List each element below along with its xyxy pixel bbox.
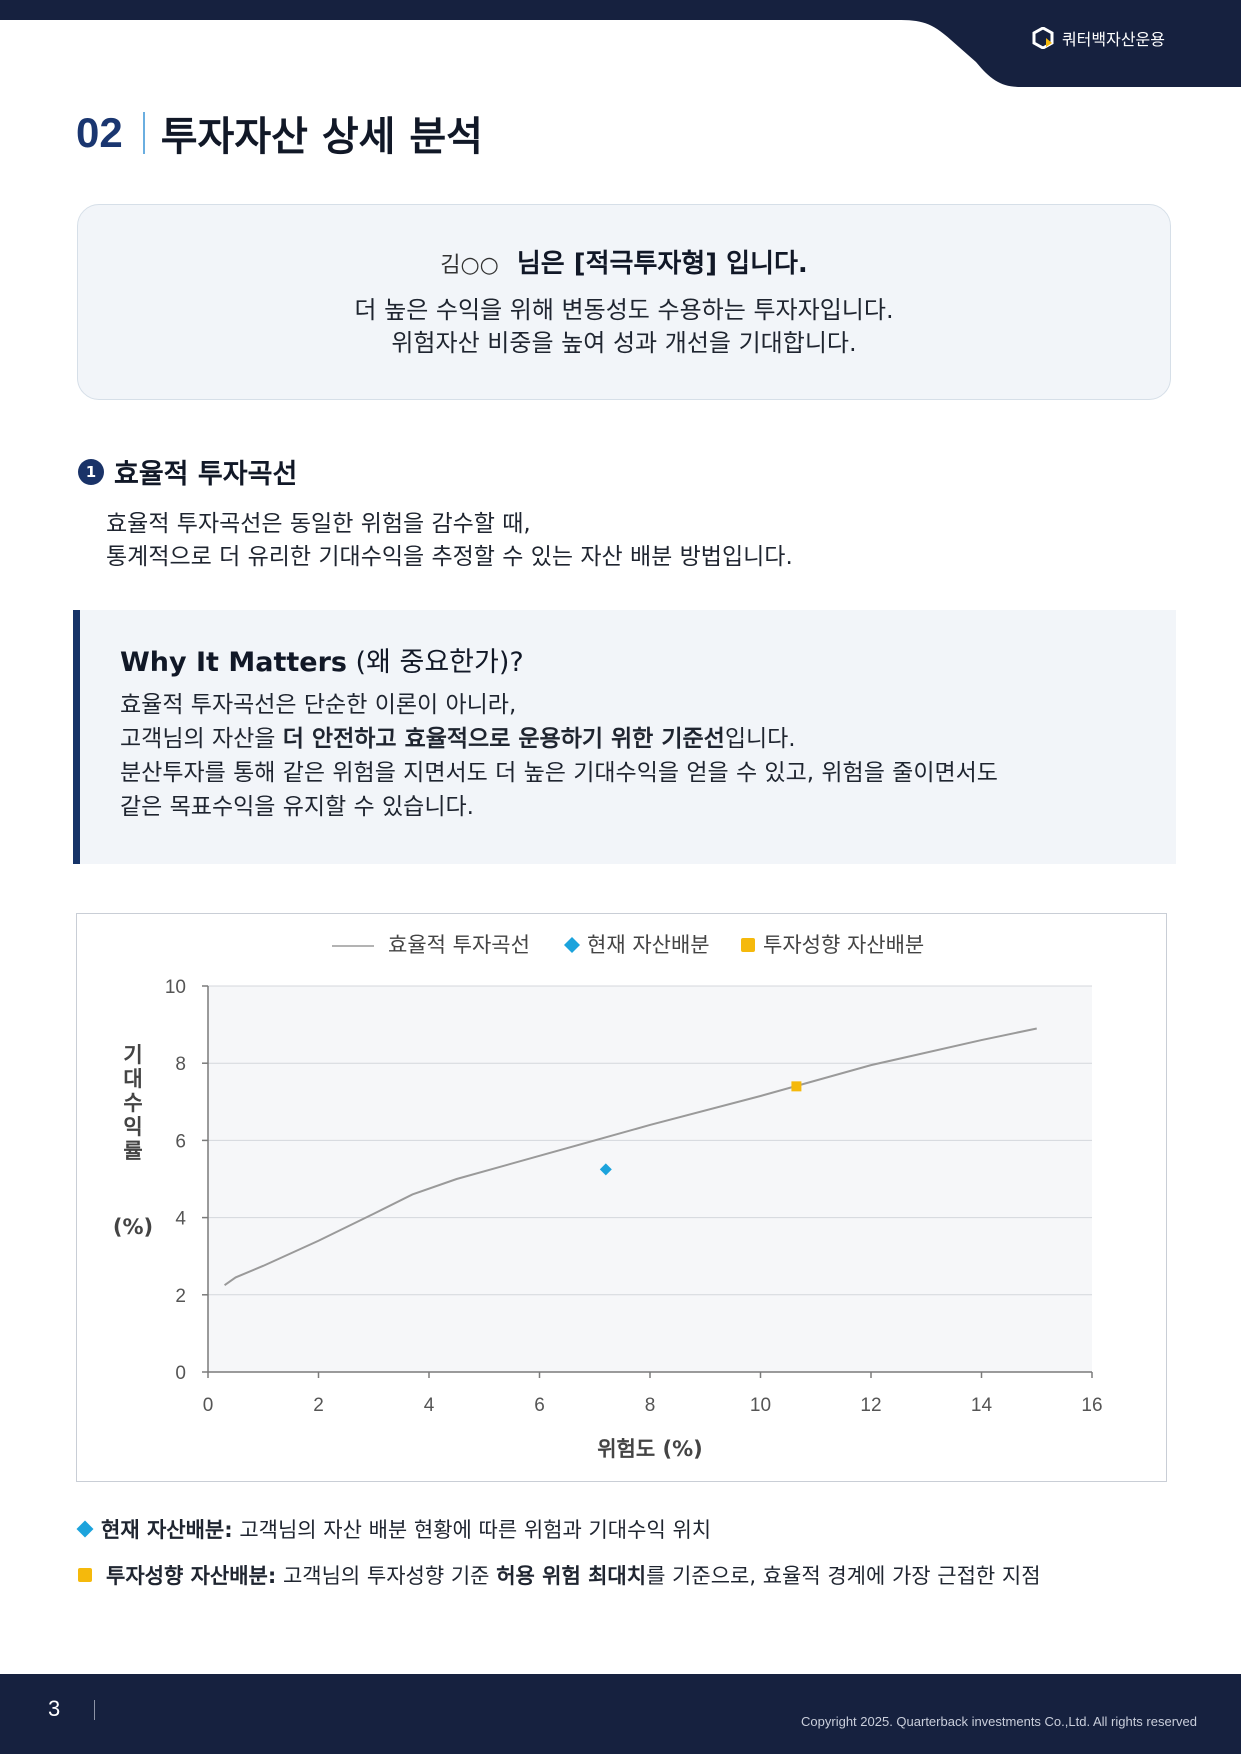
x-tick-label: 6 bbox=[534, 1395, 545, 1416]
y-tick-label: 2 bbox=[175, 1286, 186, 1307]
current-allocation-point bbox=[599, 1163, 612, 1176]
x-tick-label: 12 bbox=[860, 1395, 881, 1416]
y-axis-title-char: 수 bbox=[123, 1091, 142, 1115]
note-emphasis: 허용 위험 최대치 bbox=[496, 1564, 647, 1588]
callout-line: 효율적 투자곡선은 단순한 이론이 아니라, bbox=[120, 692, 517, 718]
footer-divider bbox=[94, 1700, 95, 1720]
page-title: 02 투자자산 상세 분석 bbox=[76, 104, 483, 162]
callout-body: 효율적 투자곡선은 단순한 이론이 아니라, 고객님의 자산을 더 안전하고 효… bbox=[120, 688, 998, 824]
investor-profile-card: 김○○ 님은 [적극투자형] 입니다. 더 높은 수익을 위해 변동성도 수용하… bbox=[77, 204, 1171, 400]
profile-description: 더 높은 수익을 위해 변동성도 수용하는 투자자입니다. 위험자산 비중을 높… bbox=[78, 294, 1170, 360]
note-label: 현재 자산배분: bbox=[101, 1518, 233, 1542]
callout-line: 고객님의 자산을 더 안전하고 효율적으로 운용하기 위한 기준선입니다. bbox=[120, 722, 998, 756]
callout-emphasis: 더 안전하고 효율적으로 운용하기 위한 기준선 bbox=[282, 726, 725, 752]
plot-area bbox=[208, 986, 1092, 1372]
callout-title-bold: Why It Matters bbox=[120, 647, 347, 678]
callout-line: 같은 목표수익을 유지할 수 있습니다. bbox=[120, 794, 474, 820]
callout-text: 입니다. bbox=[724, 726, 796, 752]
legend-square-swatch bbox=[741, 938, 755, 952]
header-corner-shape bbox=[881, 0, 1241, 87]
target-allocation-point bbox=[791, 1081, 802, 1092]
legend-note-target: 투자성향 자산배분: 고객님의 투자성향 기준 허용 위험 최대치 를 기준으로,… bbox=[76, 1560, 1041, 1590]
section-title: 효율적 투자곡선 bbox=[114, 459, 298, 490]
y-axis-unit: (%) bbox=[113, 1215, 153, 1239]
y-tick-label: 10 bbox=[165, 977, 186, 998]
y-axis-title-char: 익 bbox=[123, 1115, 142, 1139]
title-divider bbox=[142, 112, 145, 154]
diamond-marker-icon bbox=[76, 1520, 94, 1538]
y-axis-title-char: 기 bbox=[123, 1043, 142, 1067]
x-axis-title: 위험도 (%) bbox=[597, 1437, 703, 1461]
why-it-matters-callout: Why It Matters (왜 중요한가)? 효율적 투자곡선은 단순한 이… bbox=[73, 610, 1176, 864]
callout-line: 분산투자를 통해 같은 위험을 지면서도 더 높은 기대수익을 얻을 수 있고,… bbox=[120, 760, 998, 786]
y-axis-title-char: 률 bbox=[123, 1139, 142, 1163]
y-tick-label: 8 bbox=[175, 1054, 186, 1075]
page-title-text: 투자자산 상세 분석 bbox=[160, 114, 483, 160]
y-tick-label: 4 bbox=[175, 1209, 186, 1230]
legend-label: 효율적 투자곡선 bbox=[388, 933, 530, 957]
x-tick-label: 14 bbox=[971, 1395, 993, 1416]
efficient-frontier-chart: 0 2 4 6 8 10 0 2 4 6 8 10 12 14 16 위험도 (%) 기 대 수 익 률 (%) 효율적 투… bbox=[76, 913, 1167, 1482]
legend-label: 현재 자산배분 bbox=[587, 933, 710, 957]
x-tick-label: 10 bbox=[750, 1395, 771, 1416]
brand-logo: 쿼터백자산운용 bbox=[1032, 26, 1165, 50]
client-name: 김○○ bbox=[440, 253, 499, 278]
profile-desc-line: 더 높은 수익을 위해 변동성도 수용하는 투자자입니다. bbox=[354, 296, 894, 324]
section-desc-line: 효율적 투자곡선은 동일한 위험을 감수할 때, bbox=[106, 511, 531, 537]
note-label: 투자성향 자산배분: bbox=[106, 1564, 277, 1588]
legend-diamond-swatch bbox=[564, 937, 580, 953]
section-description: 효율적 투자곡선은 동일한 위험을 감수할 때, 통계적으로 더 유리한 기대수… bbox=[106, 508, 793, 574]
y-tick-label: 0 bbox=[175, 1363, 186, 1384]
hexagon-logo-icon bbox=[1032, 27, 1054, 49]
callout-title-rest: (왜 중요한가)? bbox=[346, 647, 524, 678]
section-number: 02 bbox=[76, 109, 123, 156]
section-heading: 1 효율적 투자곡선 bbox=[78, 452, 297, 491]
section-badge: 1 bbox=[78, 458, 104, 485]
investor-type: 님은 [적극투자형] 입니다. bbox=[516, 249, 808, 279]
x-tick-label: 16 bbox=[1081, 1395, 1102, 1416]
page-number: 3 bbox=[48, 1696, 61, 1721]
x-tick-label: 0 bbox=[203, 1395, 214, 1416]
note-text: 고객님의 투자성향 기준 bbox=[276, 1564, 497, 1588]
x-tick-label: 2 bbox=[313, 1395, 324, 1416]
square-marker-icon bbox=[78, 1568, 92, 1582]
legend-note-current: 현재 자산배분: 고객님의 자산 배분 현황에 따른 위험과 기대수익 위치 bbox=[76, 1514, 711, 1544]
x-tick-label: 8 bbox=[645, 1395, 656, 1416]
footer: 3 Copyright 2025. Quarterback investment… bbox=[0, 1674, 1241, 1754]
x-tick-label: 4 bbox=[424, 1395, 435, 1416]
note-text: 를 기준으로, 효율적 경계에 가장 근접한 지점 bbox=[646, 1564, 1041, 1588]
y-axis-title-char: 대 bbox=[123, 1067, 142, 1091]
frontier-line bbox=[224, 1027, 1037, 1286]
note-text: 고객님의 자산 배분 현황에 따른 위험과 기대수익 위치 bbox=[232, 1518, 712, 1542]
y-tick-label: 6 bbox=[175, 1131, 186, 1152]
copyright-text: Copyright 2025. Quarterback investments … bbox=[801, 1714, 1197, 1729]
callout-text: 고객님의 자산을 bbox=[120, 726, 283, 752]
legend-label: 투자성향 자산배분 bbox=[763, 933, 924, 957]
callout-title: Why It Matters (왜 중요한가)? bbox=[120, 640, 524, 679]
section-desc-line: 통계적으로 더 유리한 기대수익을 추정할 수 있는 자산 배분 방법입니다. bbox=[106, 544, 793, 570]
brand-name: 쿼터백자산운용 bbox=[1061, 30, 1165, 49]
profile-desc-line: 위험자산 비중을 높여 성과 개선을 기대합니다. bbox=[391, 329, 857, 357]
